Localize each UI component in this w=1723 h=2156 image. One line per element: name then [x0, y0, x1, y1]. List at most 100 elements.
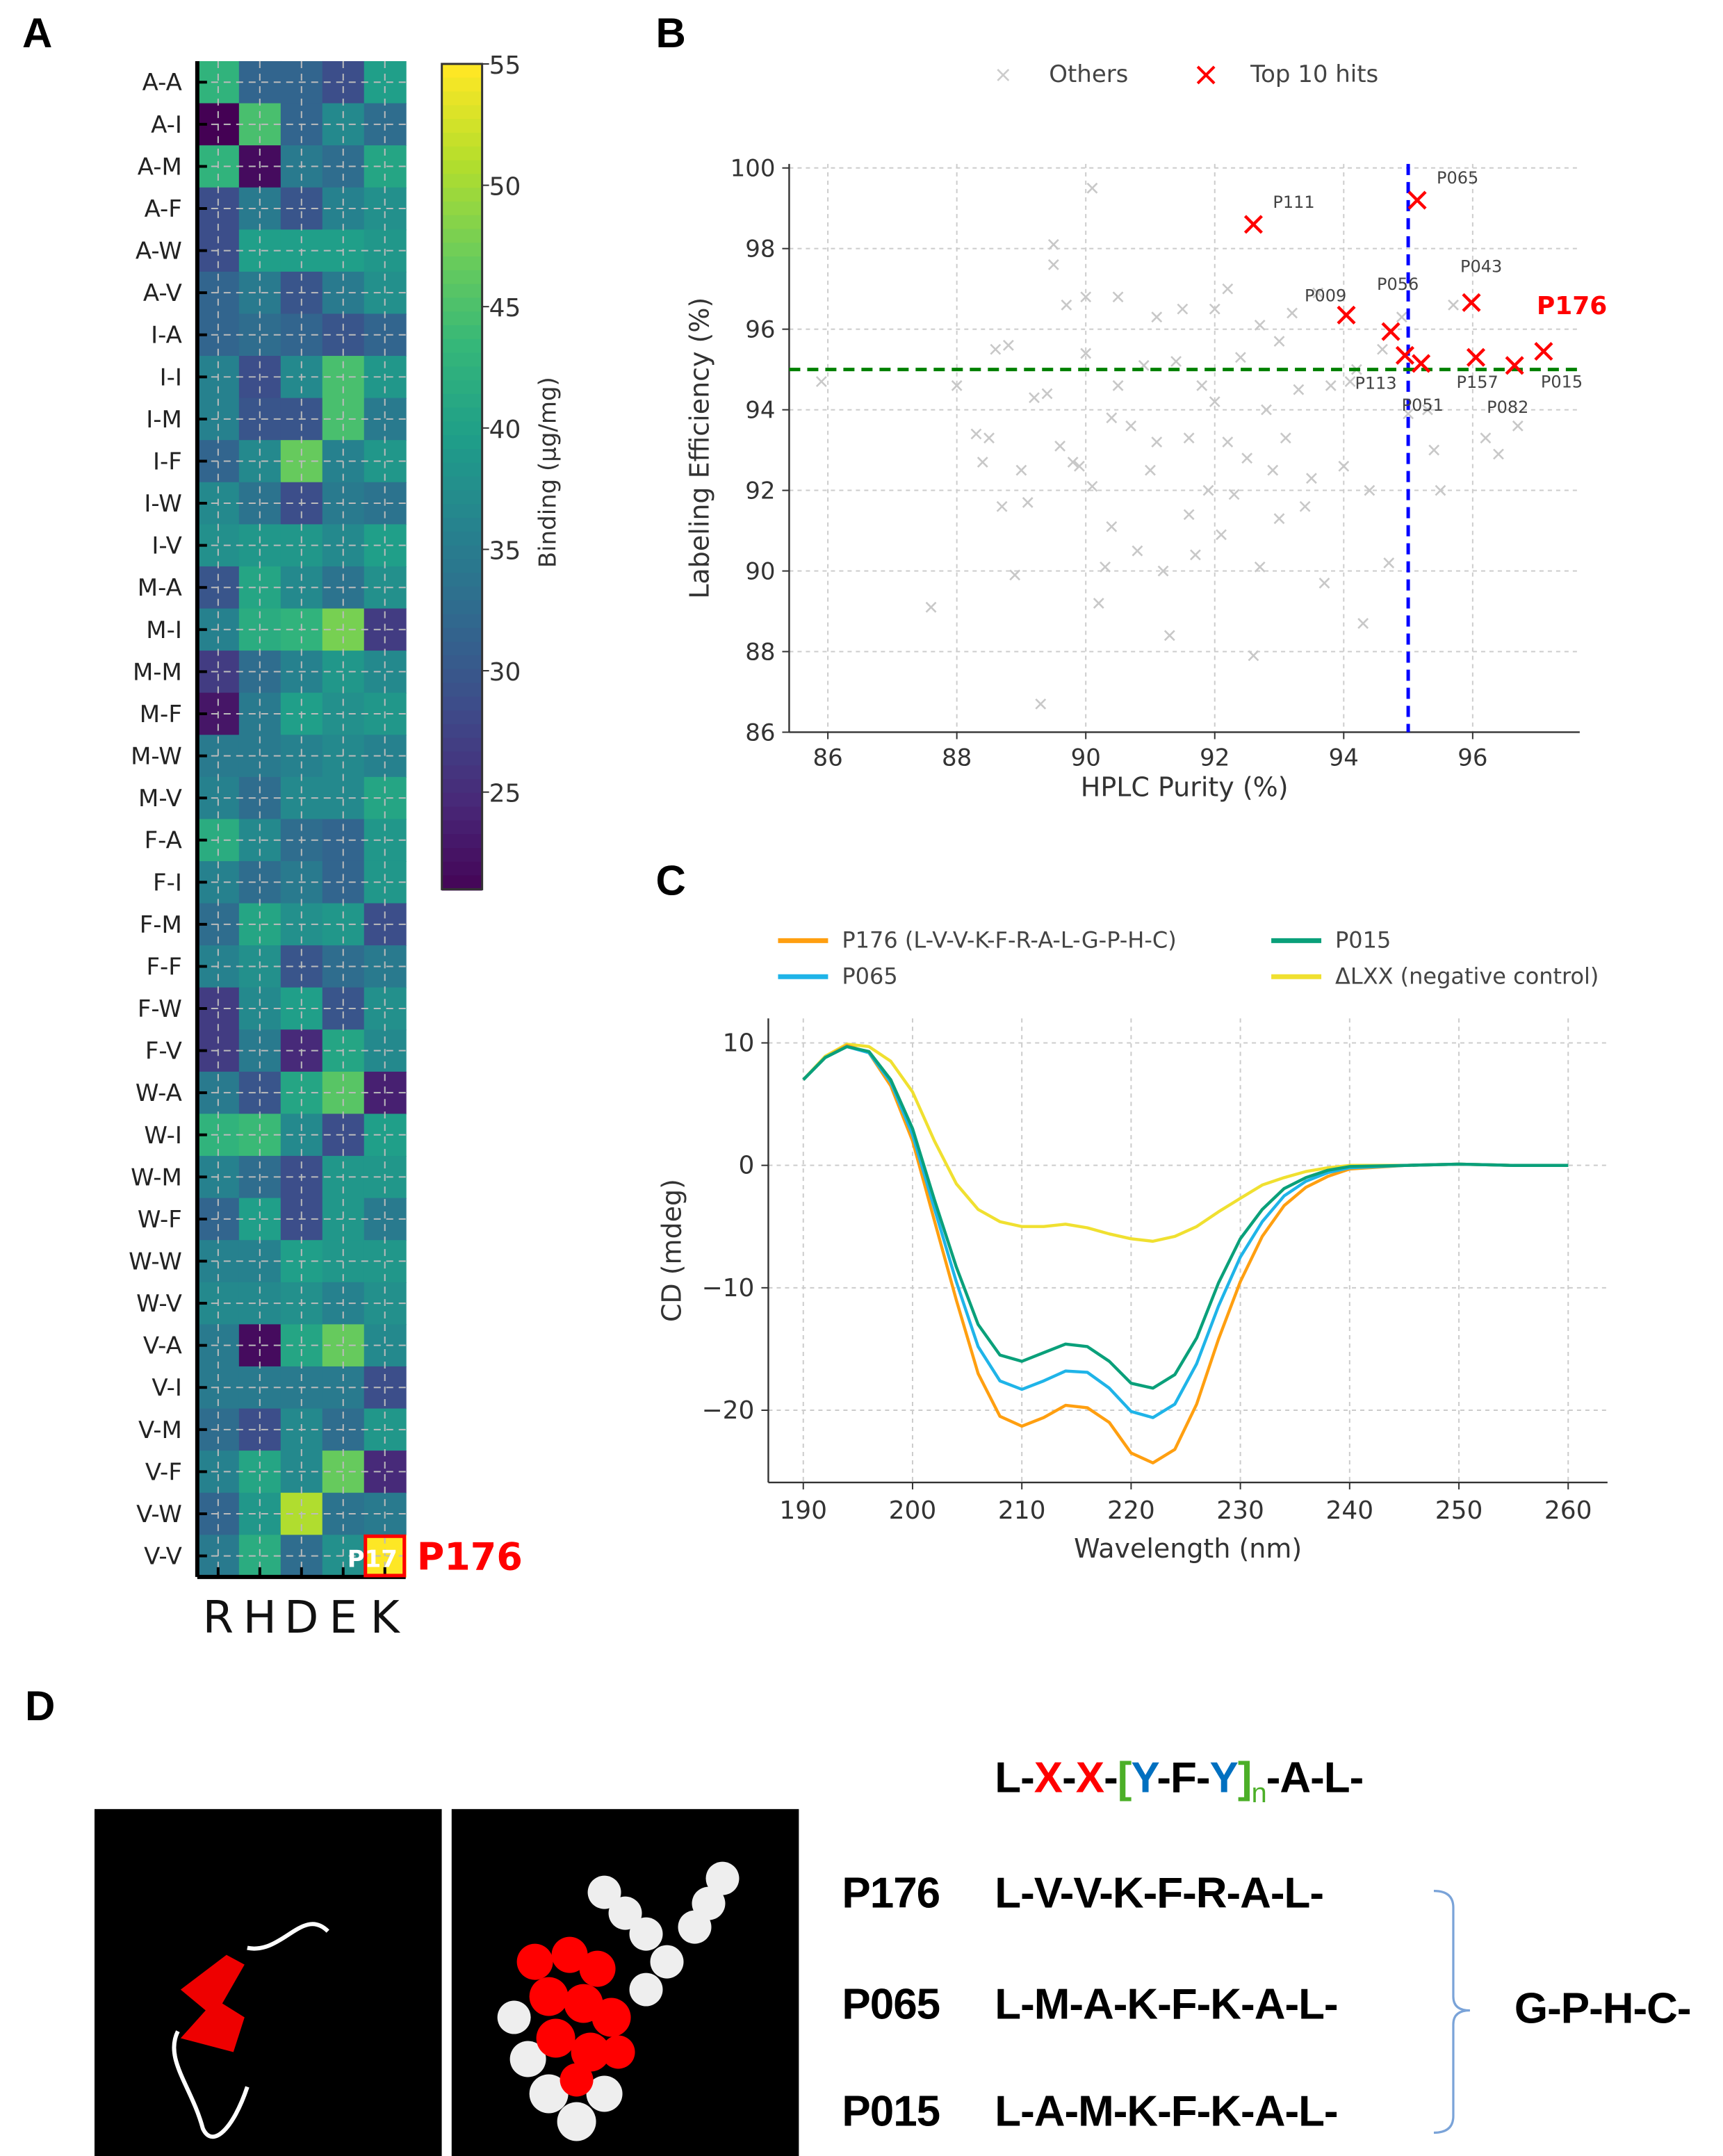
colorbar-label: Binding (µg/mg) [534, 377, 562, 568]
row-label: V-A [143, 1332, 182, 1360]
other-point-mark [1183, 509, 1195, 521]
other-point [1338, 460, 1350, 472]
hit-point [1337, 305, 1356, 325]
row-label: I-I [160, 364, 182, 391]
colorbar-segment [441, 449, 482, 464]
column-label: K [370, 1592, 401, 1644]
other-point [1287, 307, 1298, 319]
other-point-mark [1067, 457, 1079, 468]
other-point-mark [1093, 598, 1104, 609]
other-point [1009, 569, 1021, 581]
other-point-mark [925, 601, 937, 613]
other-point [1222, 436, 1234, 448]
other-point-mark [977, 457, 988, 468]
other-point-mark [1273, 513, 1285, 525]
row-label: I-V [152, 532, 182, 560]
other-point [1344, 376, 1356, 387]
colorbar-frame [441, 63, 484, 890]
colorbar-segment [441, 119, 482, 134]
hit-label: P111 [1273, 193, 1314, 212]
colorbar-segment [441, 270, 482, 286]
colorbar-segment [441, 683, 482, 699]
cd-series-line [802, 1043, 1569, 1464]
colorbar-segment [441, 243, 482, 259]
other-point-mark [1041, 388, 1053, 400]
other-point-mark [1435, 484, 1446, 496]
row-label: I-A [151, 322, 182, 350]
x-tick-label: 240 [1325, 1496, 1373, 1525]
hit-label: P113 [1355, 373, 1396, 393]
other-point [1132, 545, 1143, 557]
colorbar-segment [441, 105, 482, 121]
other-point [990, 343, 1002, 355]
other-point-mark [1100, 561, 1111, 573]
consensus-motif: L-X-X-[Y-F-Y]n-A-L- [995, 1753, 1364, 1811]
highlight-box [364, 1534, 407, 1578]
legend-label: P176 (L-V-V-K-F-R-A-L-G-P-H-C) [842, 926, 1176, 953]
colorbar-segment [441, 338, 482, 354]
other-point-mark [1209, 396, 1220, 407]
row-label: V-F [145, 1458, 182, 1486]
hit-label: P009 [1305, 286, 1346, 305]
motif-part: X [1034, 1753, 1063, 1802]
other-point-mark [1002, 339, 1014, 351]
colorbar-segment [441, 297, 482, 313]
y-tick-label: 96 [745, 316, 775, 344]
other-point-mark [970, 428, 982, 440]
hit-point [1381, 322, 1401, 341]
other-point [1312, 287, 1324, 299]
colorbar-segment [441, 806, 482, 822]
other-point [1100, 561, 1111, 573]
other-point [1022, 497, 1034, 508]
other-point [1357, 617, 1369, 629]
other-point-mark [1086, 480, 1098, 492]
cd-spectra-panel-c: 190 200 210 220 230 240 250 260 10 0 −10 −20 P176 (L… [657, 926, 1608, 1564]
other-point [1002, 339, 1014, 351]
other-point-mark [1421, 404, 1433, 416]
colorbar-tick-label: 50 [489, 173, 521, 202]
colorbar-segment [441, 559, 482, 575]
other-point [1190, 549, 1201, 561]
y-tick-label: −20 [702, 1396, 755, 1425]
x-tick-label: 210 [998, 1496, 1046, 1525]
peptide-id: P065 [842, 1979, 940, 2029]
row-label: F-A [145, 827, 182, 855]
colorbar-tick-label: 35 [489, 537, 521, 565]
x-tick-label: 260 [1544, 1496, 1592, 1525]
other-point [1241, 452, 1253, 464]
other-point-mark [1357, 617, 1369, 629]
x-axis-label: HPLC Purity (%) [1081, 771, 1289, 802]
row-label: A-I [151, 111, 182, 139]
row-label: I-W [144, 490, 182, 518]
other-point [1170, 356, 1182, 367]
colorbar-segment [441, 229, 482, 245]
colorbar-segment [441, 628, 482, 644]
hit-point [1466, 348, 1486, 367]
row-label: V-M [138, 1416, 182, 1444]
other-point [1106, 521, 1118, 532]
motif-part: ] [1237, 1753, 1252, 1802]
other-point [1493, 448, 1504, 460]
other-point [1254, 319, 1266, 331]
other-point-mark [1106, 521, 1118, 532]
other-point-mark [1325, 379, 1337, 391]
motif-part: -A-L- [1266, 1753, 1364, 1802]
other-point [1280, 432, 1291, 444]
other-point [1035, 698, 1047, 710]
legend-others-label: Others [1049, 60, 1128, 88]
other-point-mark [1396, 311, 1407, 323]
x-axis-label: Wavelength (nm) [1074, 1533, 1302, 1564]
other-point-mark [951, 379, 963, 391]
other-point-mark [1035, 698, 1047, 710]
hit-label: P051 [1402, 395, 1444, 415]
cd-series-line [802, 1045, 1569, 1390]
other-point-mark [1080, 291, 1092, 303]
other-point [1261, 404, 1272, 416]
row-label: F-I [153, 869, 182, 897]
hit-label: P056 [1377, 275, 1419, 294]
colorbar-segment [441, 490, 482, 506]
other-point [1403, 408, 1414, 420]
other-point [1047, 259, 1059, 270]
other-point-mark [1241, 452, 1253, 464]
row-label: M-F [140, 701, 182, 728]
